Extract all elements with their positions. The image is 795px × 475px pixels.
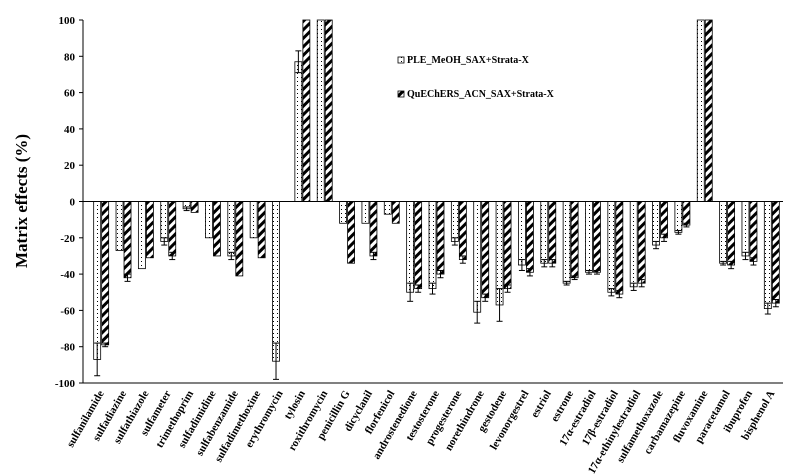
bar-ple — [272, 201, 280, 362]
bar-ple — [294, 61, 303, 202]
bar-ple — [674, 201, 683, 233]
bar-quechers — [481, 201, 490, 299]
legend-swatch — [397, 56, 405, 64]
bar-ple — [227, 201, 236, 257]
bar-quechers — [727, 201, 736, 266]
bar-quechers — [615, 201, 624, 295]
bar-quechers — [503, 201, 512, 290]
bar-ple — [93, 201, 102, 360]
bar-ple — [518, 201, 526, 266]
bar-ple — [607, 201, 616, 293]
bar-ple — [339, 201, 347, 224]
bar-ple — [160, 201, 169, 242]
bar-quechers — [436, 201, 445, 275]
bar-ple — [473, 201, 482, 313]
bar-ple — [450, 201, 459, 242]
bar-ple — [741, 201, 750, 257]
bar-quechers — [168, 201, 177, 257]
bar-ple — [406, 201, 415, 293]
bar-quechers — [458, 201, 467, 260]
y-tick-label: 0 — [70, 197, 76, 209]
bar-ple — [249, 201, 258, 239]
bar-ple — [629, 201, 638, 288]
y-tick-label: 100 — [59, 15, 76, 27]
y-tick-label: -80 — [60, 342, 75, 354]
bar-quechers — [414, 201, 423, 290]
bar-quechers — [749, 201, 758, 262]
bar-quechers — [123, 201, 132, 279]
bar-quechers — [682, 201, 691, 226]
bar-ple — [115, 201, 124, 251]
bar-ple — [585, 201, 593, 273]
bar-quechers — [302, 19, 311, 202]
bar-quechers — [213, 201, 221, 257]
bar-quechers — [391, 201, 400, 224]
bar-ple — [719, 201, 728, 264]
legend-label: PLE_MeOH_SAX+Strata-X — [407, 55, 530, 66]
bar-ple — [316, 19, 325, 202]
y-tick-label: 80 — [64, 51, 76, 63]
bar-quechers — [771, 201, 780, 304]
bar-quechers — [145, 201, 154, 259]
bar-ple — [137, 201, 146, 270]
bar-quechers — [548, 201, 557, 264]
bar-ple — [652, 201, 660, 246]
y-tick-label: -20 — [60, 233, 75, 245]
bar-ple — [763, 201, 772, 309]
bar-quechers — [570, 201, 579, 279]
y-axis-label: Matrix effects (%) — [12, 134, 31, 268]
y-tick-label: 60 — [64, 88, 76, 100]
bar-quechers — [190, 201, 199, 213]
bar-quechers — [593, 201, 601, 273]
y-tick-label: 40 — [64, 124, 76, 136]
y-tick-label: -100 — [55, 378, 76, 390]
y-tick-label: -40 — [60, 269, 75, 281]
bar-quechers — [660, 201, 668, 239]
bar-quechers — [347, 201, 355, 264]
legend-label: QuEChERS_ACN_SAX+Strata-X — [407, 89, 555, 100]
legend-swatch — [397, 90, 405, 98]
bar-quechers — [526, 201, 534, 273]
y-tick-label: -60 — [60, 305, 75, 317]
bar-ple — [696, 19, 705, 202]
bar-quechers — [704, 19, 713, 202]
bar-quechers — [369, 201, 378, 257]
bar-ple — [361, 201, 370, 224]
bar-quechers — [257, 201, 266, 259]
bar-ple — [540, 201, 549, 264]
bar-quechers — [637, 201, 646, 284]
bar-quechers — [235, 201, 244, 277]
bar-quechers — [101, 201, 110, 346]
bar-ple — [383, 201, 392, 215]
bar-quechers — [324, 19, 333, 202]
y-tick-label: 20 — [64, 160, 76, 172]
bar-ple — [205, 201, 213, 239]
bar-ple — [428, 201, 437, 290]
bar-ple — [562, 201, 571, 284]
